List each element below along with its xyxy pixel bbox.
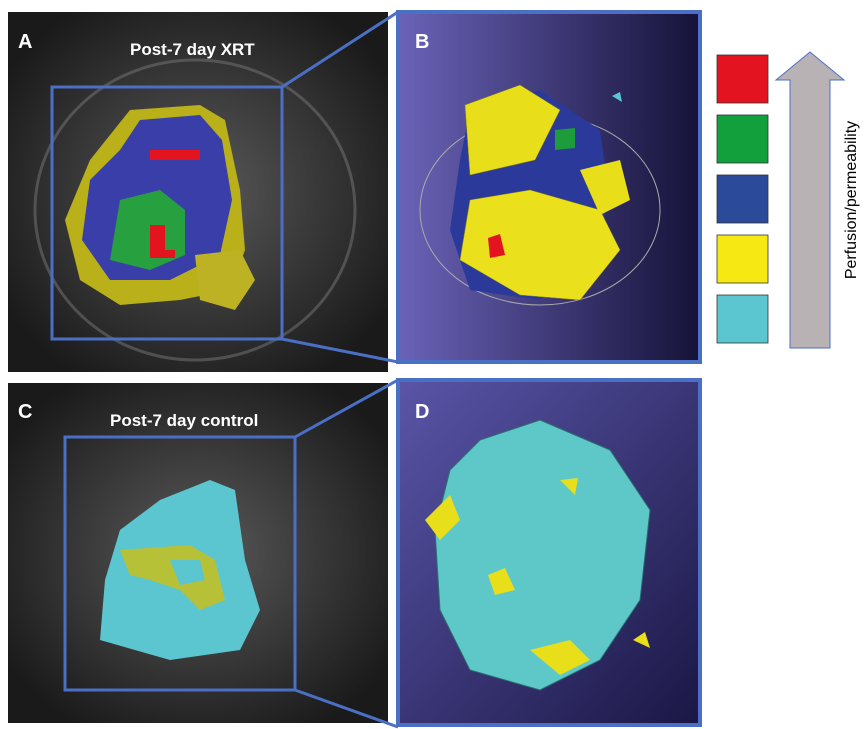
panel-a: A Post-7 day XRT [8,12,388,372]
legend-swatch [717,115,768,163]
figure: A Post-7 day XRT B C Post-7 day control … [0,0,867,729]
legend-swatch [717,235,768,283]
panel-label: D [415,401,429,423]
panel-label: A [18,31,32,53]
panel-title: Post-7 day XRT [130,40,255,59]
legend-swatch [717,295,768,343]
panel-b: B [398,12,700,362]
legend-swatch [717,175,768,223]
legend-swatch [717,55,768,103]
panel-label: B [415,31,429,53]
panel-c: C Post-7 day control [8,383,388,723]
panel-title: Post-7 day control [110,411,258,430]
legend: Perfusion/permeability [717,52,860,348]
panel-d: D [398,380,700,725]
legend-label: Perfusion/permeability [843,121,860,279]
panel-label: C [18,401,32,423]
